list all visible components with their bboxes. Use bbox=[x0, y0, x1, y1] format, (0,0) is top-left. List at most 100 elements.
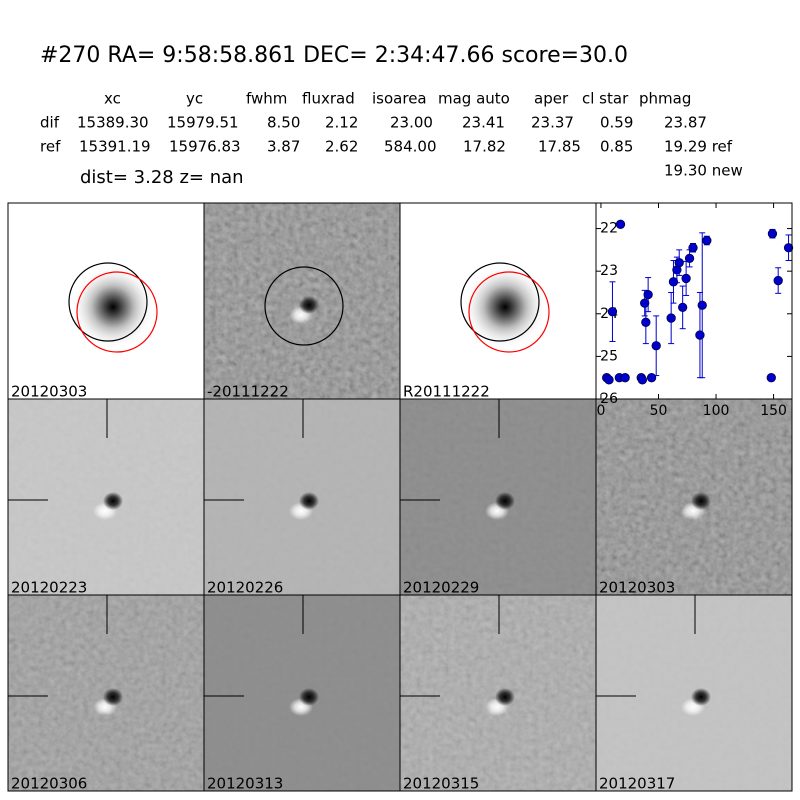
table-cell: ref bbox=[40, 138, 61, 156]
table-cell: 15389.30 bbox=[77, 114, 149, 132]
data-point bbox=[651, 341, 661, 351]
dist-line: dist= 3.28 z= nan bbox=[80, 167, 244, 188]
panel-label: 20120306 bbox=[11, 775, 87, 793]
source-negative bbox=[103, 492, 123, 510]
data-point bbox=[773, 275, 783, 286]
dif-circle bbox=[76, 271, 158, 353]
image-panel: 20120317 bbox=[595, 594, 793, 793]
data-point bbox=[697, 300, 707, 310]
source-negative bbox=[299, 688, 319, 706]
data-point bbox=[766, 373, 776, 383]
table-cell: 19.29 ref bbox=[664, 138, 733, 156]
table-cell: 15979.51 bbox=[167, 114, 239, 132]
column-header: fwhm bbox=[246, 90, 287, 108]
table-cell: 8.50 bbox=[267, 114, 300, 132]
image-panel: 20120315 bbox=[399, 594, 597, 793]
image-panel: 20120303 bbox=[595, 398, 793, 597]
y-tick-label: 25 bbox=[600, 348, 618, 364]
source-negative bbox=[691, 688, 711, 706]
image-panel: R20111222 bbox=[399, 202, 597, 401]
panel-label: 20120223 bbox=[11, 579, 87, 597]
column-header: cl star bbox=[582, 90, 629, 108]
image-panel: 20120226 bbox=[203, 398, 401, 597]
source-negative bbox=[495, 492, 515, 510]
table-cell: 15391.19 bbox=[79, 138, 151, 156]
data-point bbox=[688, 243, 698, 253]
table-cell: 17.82 bbox=[463, 138, 506, 156]
table-cell: 2.12 bbox=[325, 114, 358, 132]
data-point bbox=[643, 289, 653, 300]
data-point bbox=[668, 277, 679, 287]
data-point bbox=[702, 235, 712, 246]
dif-circle bbox=[468, 271, 550, 353]
data-point bbox=[607, 307, 618, 317]
image-panel: 20120223 bbox=[7, 398, 205, 597]
data-point bbox=[641, 317, 651, 327]
data-point bbox=[674, 258, 684, 268]
data-point bbox=[620, 373, 630, 383]
panel-label: -20111222 bbox=[207, 383, 289, 401]
image-panel: 20120229 bbox=[399, 398, 597, 597]
x-tick-label: 150 bbox=[760, 403, 787, 419]
image-panel: 20120313 bbox=[203, 594, 401, 793]
data-point bbox=[681, 273, 691, 284]
data-point bbox=[767, 229, 778, 239]
panel-label: R20111222 bbox=[403, 383, 490, 401]
data-point bbox=[684, 253, 695, 264]
panel-label: 20120229 bbox=[403, 579, 479, 597]
new-line: 19.30 new bbox=[664, 162, 743, 180]
plot-bg bbox=[596, 203, 792, 399]
y-tick-label: 23 bbox=[600, 263, 618, 279]
table-cell: 23.00 bbox=[390, 114, 433, 132]
image-panel: 20120303 bbox=[7, 202, 205, 401]
table-cell: dif bbox=[40, 114, 60, 132]
source-negative bbox=[299, 492, 319, 510]
table-cell: 3.87 bbox=[267, 138, 300, 156]
y-tick-label: 22 bbox=[600, 221, 618, 237]
panel-label: 20120303 bbox=[11, 383, 87, 401]
table-cell: 0.85 bbox=[600, 138, 633, 156]
table-cell: 0.59 bbox=[600, 114, 633, 132]
image-panel: -20111222 bbox=[203, 202, 401, 401]
data-point bbox=[604, 375, 614, 385]
x-tick-label: 0 bbox=[596, 403, 605, 419]
panel-label: 20120313 bbox=[207, 775, 283, 793]
data-point bbox=[783, 243, 794, 253]
table-cell: 23.37 bbox=[531, 114, 574, 132]
panel-label: 20120303 bbox=[599, 579, 675, 597]
data-point bbox=[666, 313, 676, 323]
image-panel: 20120306 bbox=[7, 594, 205, 793]
column-header: fluxrad bbox=[302, 90, 355, 108]
table-cell: 15976.83 bbox=[169, 138, 241, 156]
panel-label: 20120226 bbox=[207, 579, 283, 597]
ref-circle bbox=[68, 262, 148, 342]
source-negative bbox=[299, 296, 319, 314]
table-cell: 17.85 bbox=[538, 138, 581, 156]
column-header: mag auto bbox=[438, 90, 510, 108]
panel-frame bbox=[595, 594, 793, 792]
data-point bbox=[678, 302, 688, 313]
table-cell: 23.87 bbox=[664, 114, 707, 132]
panel-label: 20120315 bbox=[403, 775, 479, 793]
panel-label: 20120317 bbox=[599, 775, 675, 793]
title: #270 RA= 9:58:58.861 DEC= 2:34:47.66 sco… bbox=[40, 43, 628, 68]
table-cell: 23.41 bbox=[462, 114, 505, 132]
ref-circle bbox=[264, 266, 344, 346]
source-negative bbox=[495, 688, 515, 706]
table-cell: 2.62 bbox=[325, 138, 358, 156]
column-header: aper bbox=[534, 90, 569, 108]
column-header: xc bbox=[104, 90, 121, 108]
data-point bbox=[646, 373, 657, 383]
x-tick-label: 100 bbox=[703, 403, 730, 419]
plot-frame bbox=[595, 202, 793, 400]
table-cell: 584.00 bbox=[384, 138, 437, 156]
column-header: yc bbox=[186, 90, 203, 108]
source bbox=[463, 265, 547, 349]
source bbox=[71, 265, 155, 349]
x-tick-label: 50 bbox=[650, 403, 668, 419]
data-point bbox=[637, 375, 648, 385]
source-negative bbox=[691, 492, 711, 510]
column-header: isoarea bbox=[372, 90, 427, 108]
source-negative bbox=[103, 688, 123, 706]
